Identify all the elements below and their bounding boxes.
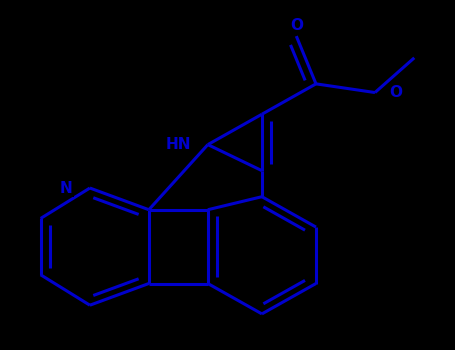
Text: O: O [290, 18, 303, 33]
Text: HN: HN [165, 137, 191, 152]
Text: N: N [60, 181, 73, 196]
Text: O: O [390, 85, 403, 100]
